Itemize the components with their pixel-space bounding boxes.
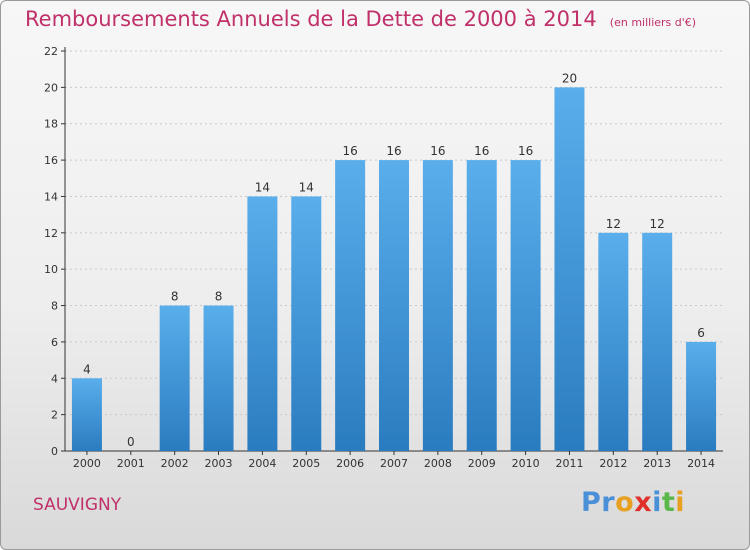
bar-value-label: 16 bbox=[386, 144, 401, 158]
commune-name: SAUVIGNY bbox=[33, 495, 122, 515]
chart-title: Remboursements Annuels de la Dette de 20… bbox=[25, 7, 696, 31]
bar bbox=[642, 232, 673, 451]
bar bbox=[466, 160, 497, 451]
logo-letter: i bbox=[652, 487, 662, 518]
bar bbox=[510, 160, 541, 451]
logo-letter: P bbox=[581, 487, 602, 518]
bar bbox=[554, 87, 585, 451]
x-tick-label: 2011 bbox=[555, 457, 583, 470]
x-tick-label: 2013 bbox=[643, 457, 671, 470]
x-tick-label: 2003 bbox=[205, 457, 233, 470]
bar bbox=[203, 305, 234, 451]
x-tick-label: 2002 bbox=[161, 457, 189, 470]
bar bbox=[379, 160, 409, 451]
chart-title-text: Remboursements Annuels de la Dette de 20… bbox=[25, 7, 597, 31]
bar-value-label: 6 bbox=[697, 326, 705, 340]
bar-value-label: 16 bbox=[342, 144, 357, 158]
proxiti-logo: Proxiti bbox=[581, 487, 685, 518]
bar-value-label: 8 bbox=[215, 290, 223, 304]
logo-letter: r bbox=[601, 487, 616, 518]
x-tick-label: 2007 bbox=[380, 457, 408, 470]
bar-value-label: 12 bbox=[606, 217, 621, 231]
bar bbox=[71, 378, 102, 451]
bar-value-label: 16 bbox=[474, 144, 489, 158]
x-tick-label: 2010 bbox=[512, 457, 540, 470]
bar bbox=[686, 341, 717, 451]
bar-value-label: 16 bbox=[518, 144, 533, 158]
y-tick-label: 20 bbox=[44, 81, 58, 94]
bar-value-label: 14 bbox=[299, 180, 314, 194]
y-tick-label: 18 bbox=[44, 118, 58, 131]
x-tick-label: 2006 bbox=[336, 457, 364, 470]
bar bbox=[598, 232, 629, 451]
logo-letter: t bbox=[661, 487, 676, 518]
bar bbox=[159, 305, 190, 451]
bar-value-label: 12 bbox=[650, 217, 665, 231]
bar-value-label: 0 bbox=[127, 435, 135, 449]
chart-unit-label: (en milliers d'€) bbox=[609, 16, 697, 29]
bar bbox=[422, 160, 453, 451]
bar-value-label: 20 bbox=[562, 71, 577, 85]
y-tick-label: 8 bbox=[51, 300, 58, 313]
y-tick-label: 16 bbox=[44, 154, 58, 167]
y-tick-label: 12 bbox=[44, 227, 58, 240]
x-tick-label: 2012 bbox=[599, 457, 627, 470]
x-tick-label: 2004 bbox=[248, 457, 276, 470]
bar bbox=[247, 196, 278, 451]
x-tick-label: 2000 bbox=[73, 457, 101, 470]
bar-value-label: 14 bbox=[255, 180, 270, 194]
x-tick-label: 2001 bbox=[117, 457, 145, 470]
x-tick-label: 2008 bbox=[424, 457, 452, 470]
y-tick-label: 2 bbox=[51, 409, 58, 422]
x-tick-label: 2005 bbox=[292, 457, 320, 470]
bar-value-label: 4 bbox=[83, 362, 91, 376]
x-tick-label: 2009 bbox=[468, 457, 496, 470]
logo-letter: x bbox=[634, 487, 653, 518]
y-tick-label: 22 bbox=[44, 45, 58, 58]
y-tick-label: 0 bbox=[51, 445, 58, 458]
y-tick-label: 10 bbox=[44, 263, 58, 276]
bar bbox=[335, 160, 366, 451]
y-tick-label: 6 bbox=[51, 336, 58, 349]
bar-value-label: 16 bbox=[430, 144, 445, 158]
y-tick-label: 4 bbox=[51, 372, 58, 385]
x-tick-label: 2014 bbox=[687, 457, 715, 470]
y-tick-label: 14 bbox=[44, 190, 58, 203]
logo-letter: i bbox=[675, 487, 686, 518]
bar-value-label: 8 bbox=[171, 290, 179, 304]
bar bbox=[291, 196, 322, 451]
logo-letter: o bbox=[615, 487, 635, 518]
